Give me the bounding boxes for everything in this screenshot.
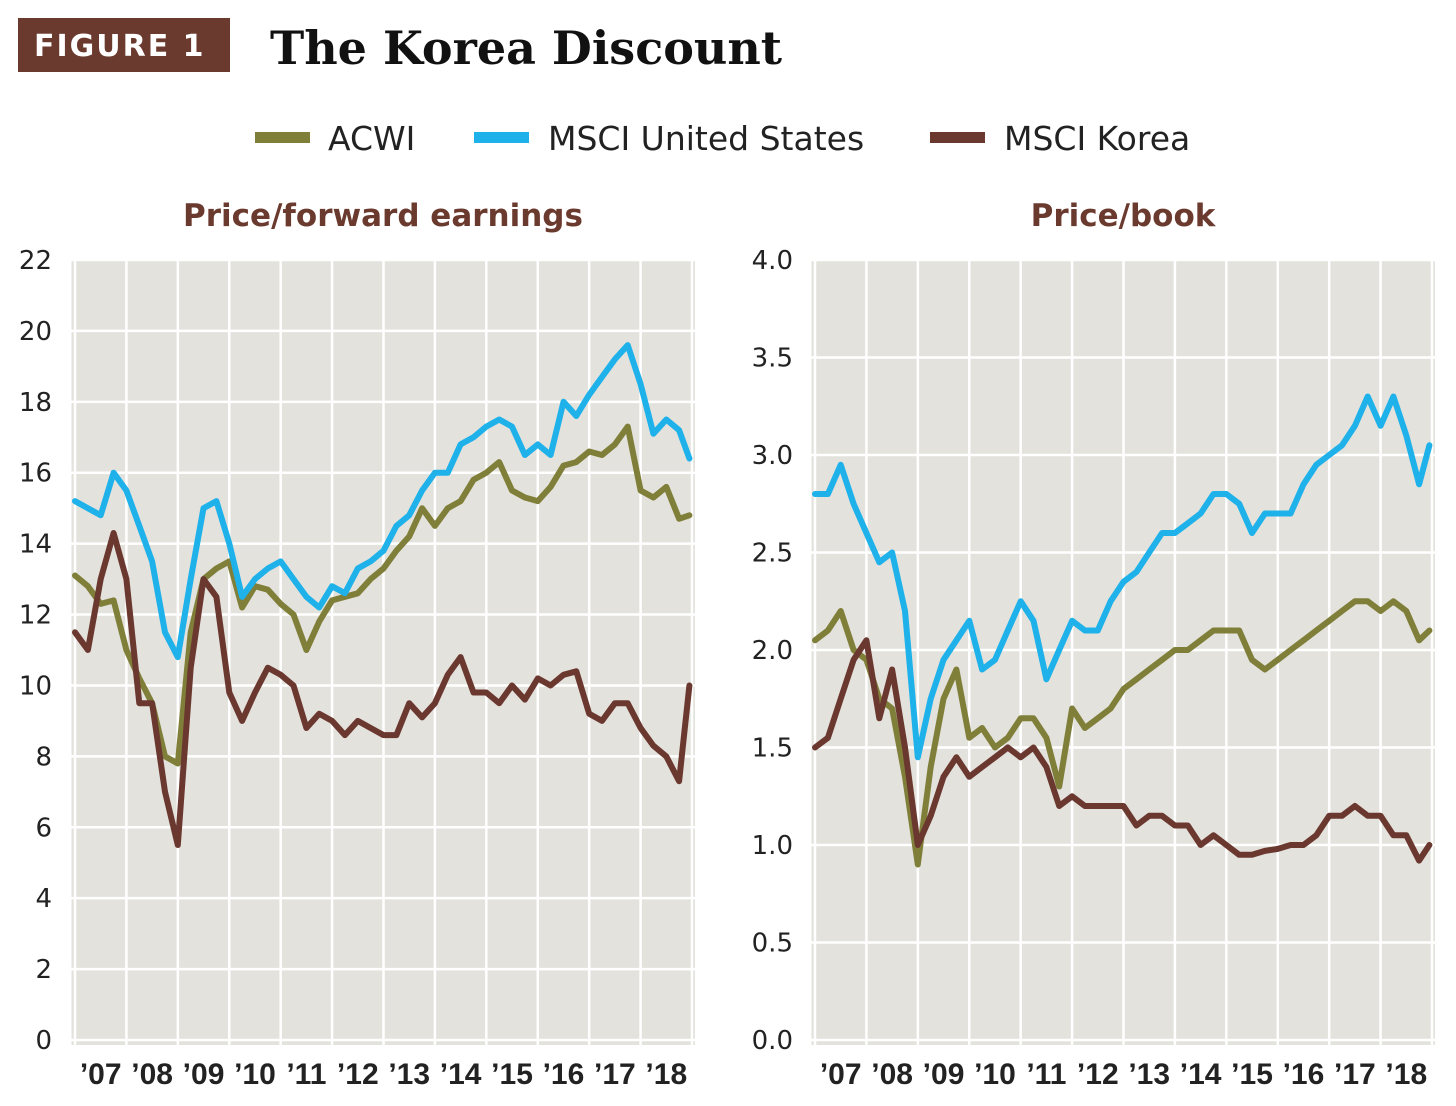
- series-line-msci-korea: [72, 530, 693, 848]
- legend-label-korea: MSCI Korea: [1004, 119, 1190, 158]
- legend-swatch-korea: [930, 132, 985, 143]
- x-tick-label: ’15: [491, 1058, 533, 1091]
- panel-title: Price/forward earnings: [183, 198, 583, 234]
- series-line-acwi: [72, 423, 693, 767]
- x-tick-label: ’08: [131, 1058, 173, 1091]
- y-tick-label: 4.0: [752, 246, 793, 276]
- x-tick-label: ’15: [1231, 1058, 1273, 1091]
- y-tick-label: 20: [19, 317, 52, 347]
- series-line-msci-united-states: [72, 342, 693, 661]
- y-tick-label: 0.0: [752, 1026, 793, 1056]
- chart-title: The Korea Discount: [270, 21, 783, 75]
- x-tick-label: ’16: [1283, 1058, 1325, 1091]
- y-tick-label: 2.0: [752, 636, 793, 666]
- x-tick-label: ’09: [923, 1058, 965, 1091]
- legend-label-acwi: ACWI: [328, 119, 415, 158]
- x-tick-label: ’09: [183, 1058, 225, 1091]
- y-tick-label: 22: [19, 246, 52, 276]
- y-tick-label: 0: [35, 1026, 52, 1056]
- legend-swatch-us: [474, 132, 529, 143]
- series-line-acwi: [812, 598, 1433, 868]
- x-tick-label: ’16: [543, 1058, 585, 1091]
- x-tick-label: ’17: [594, 1058, 636, 1091]
- figure-label-box: [18, 18, 230, 72]
- x-tick-label: ’07: [80, 1058, 122, 1091]
- x-tick-label: ’08: [871, 1058, 913, 1091]
- x-tick-label: ’17: [1334, 1058, 1376, 1091]
- y-tick-label: 2.5: [752, 539, 793, 569]
- y-tick-label: 6: [35, 813, 52, 843]
- panel-price-forward-earnings: Price/forward earnings 0 2 4 6 8 10 12 14 16 18 20 2…: [19, 198, 695, 1091]
- x-tick-label: ’11: [1026, 1058, 1066, 1091]
- x-tick-label: ’18: [1385, 1058, 1427, 1091]
- series-line-msci-united-states: [812, 393, 1433, 761]
- legend-swatch-acwi: [255, 132, 310, 143]
- panel-price-book: Price/book 0.0 0.5 1.0 1.5 2.0 2.5 3.0 3.5 4.0 ’07…: [752, 198, 1435, 1091]
- y-tick-label: 0.5: [752, 929, 793, 959]
- y-tick-label: 18: [19, 388, 52, 418]
- x-tick-label: ’14: [1180, 1058, 1222, 1091]
- x-tick-label: ’07: [820, 1058, 862, 1091]
- x-tick-label: ’14: [440, 1058, 482, 1091]
- x-tick-label: ’18: [645, 1058, 687, 1091]
- y-tick-label: 12: [19, 601, 52, 631]
- y-tick-label: 8: [35, 742, 52, 772]
- y-tick-label: 14: [19, 530, 52, 560]
- x-tick-label: ’13: [388, 1058, 430, 1091]
- legend-label-us: MSCI United States: [548, 119, 864, 158]
- x-tick-label: ’12: [1077, 1058, 1119, 1091]
- y-tick-label: 1.0: [752, 831, 793, 861]
- y-tick-label: 16: [19, 459, 52, 489]
- x-tick-label: ’11: [286, 1058, 326, 1091]
- x-tick-label: ’10: [234, 1058, 276, 1091]
- y-tick-label: 3.5: [752, 344, 793, 374]
- figure-label: FIGURE 1: [34, 29, 206, 64]
- y-tick-label: 1.5: [752, 734, 793, 764]
- y-tick-label: 10: [19, 671, 52, 701]
- legend: ACWI MSCI United States MSCI Korea: [255, 119, 1190, 158]
- series-line-msci-korea: [812, 637, 1433, 864]
- x-tick-label: ’10: [974, 1058, 1016, 1091]
- x-tick-label: ’12: [337, 1058, 379, 1091]
- panel-title: Price/book: [1031, 198, 1217, 234]
- x-tick-label: ’13: [1128, 1058, 1170, 1091]
- y-tick-label: 3.0: [752, 441, 793, 471]
- y-tick-label: 4: [35, 884, 52, 914]
- y-tick-label: 2: [35, 955, 52, 985]
